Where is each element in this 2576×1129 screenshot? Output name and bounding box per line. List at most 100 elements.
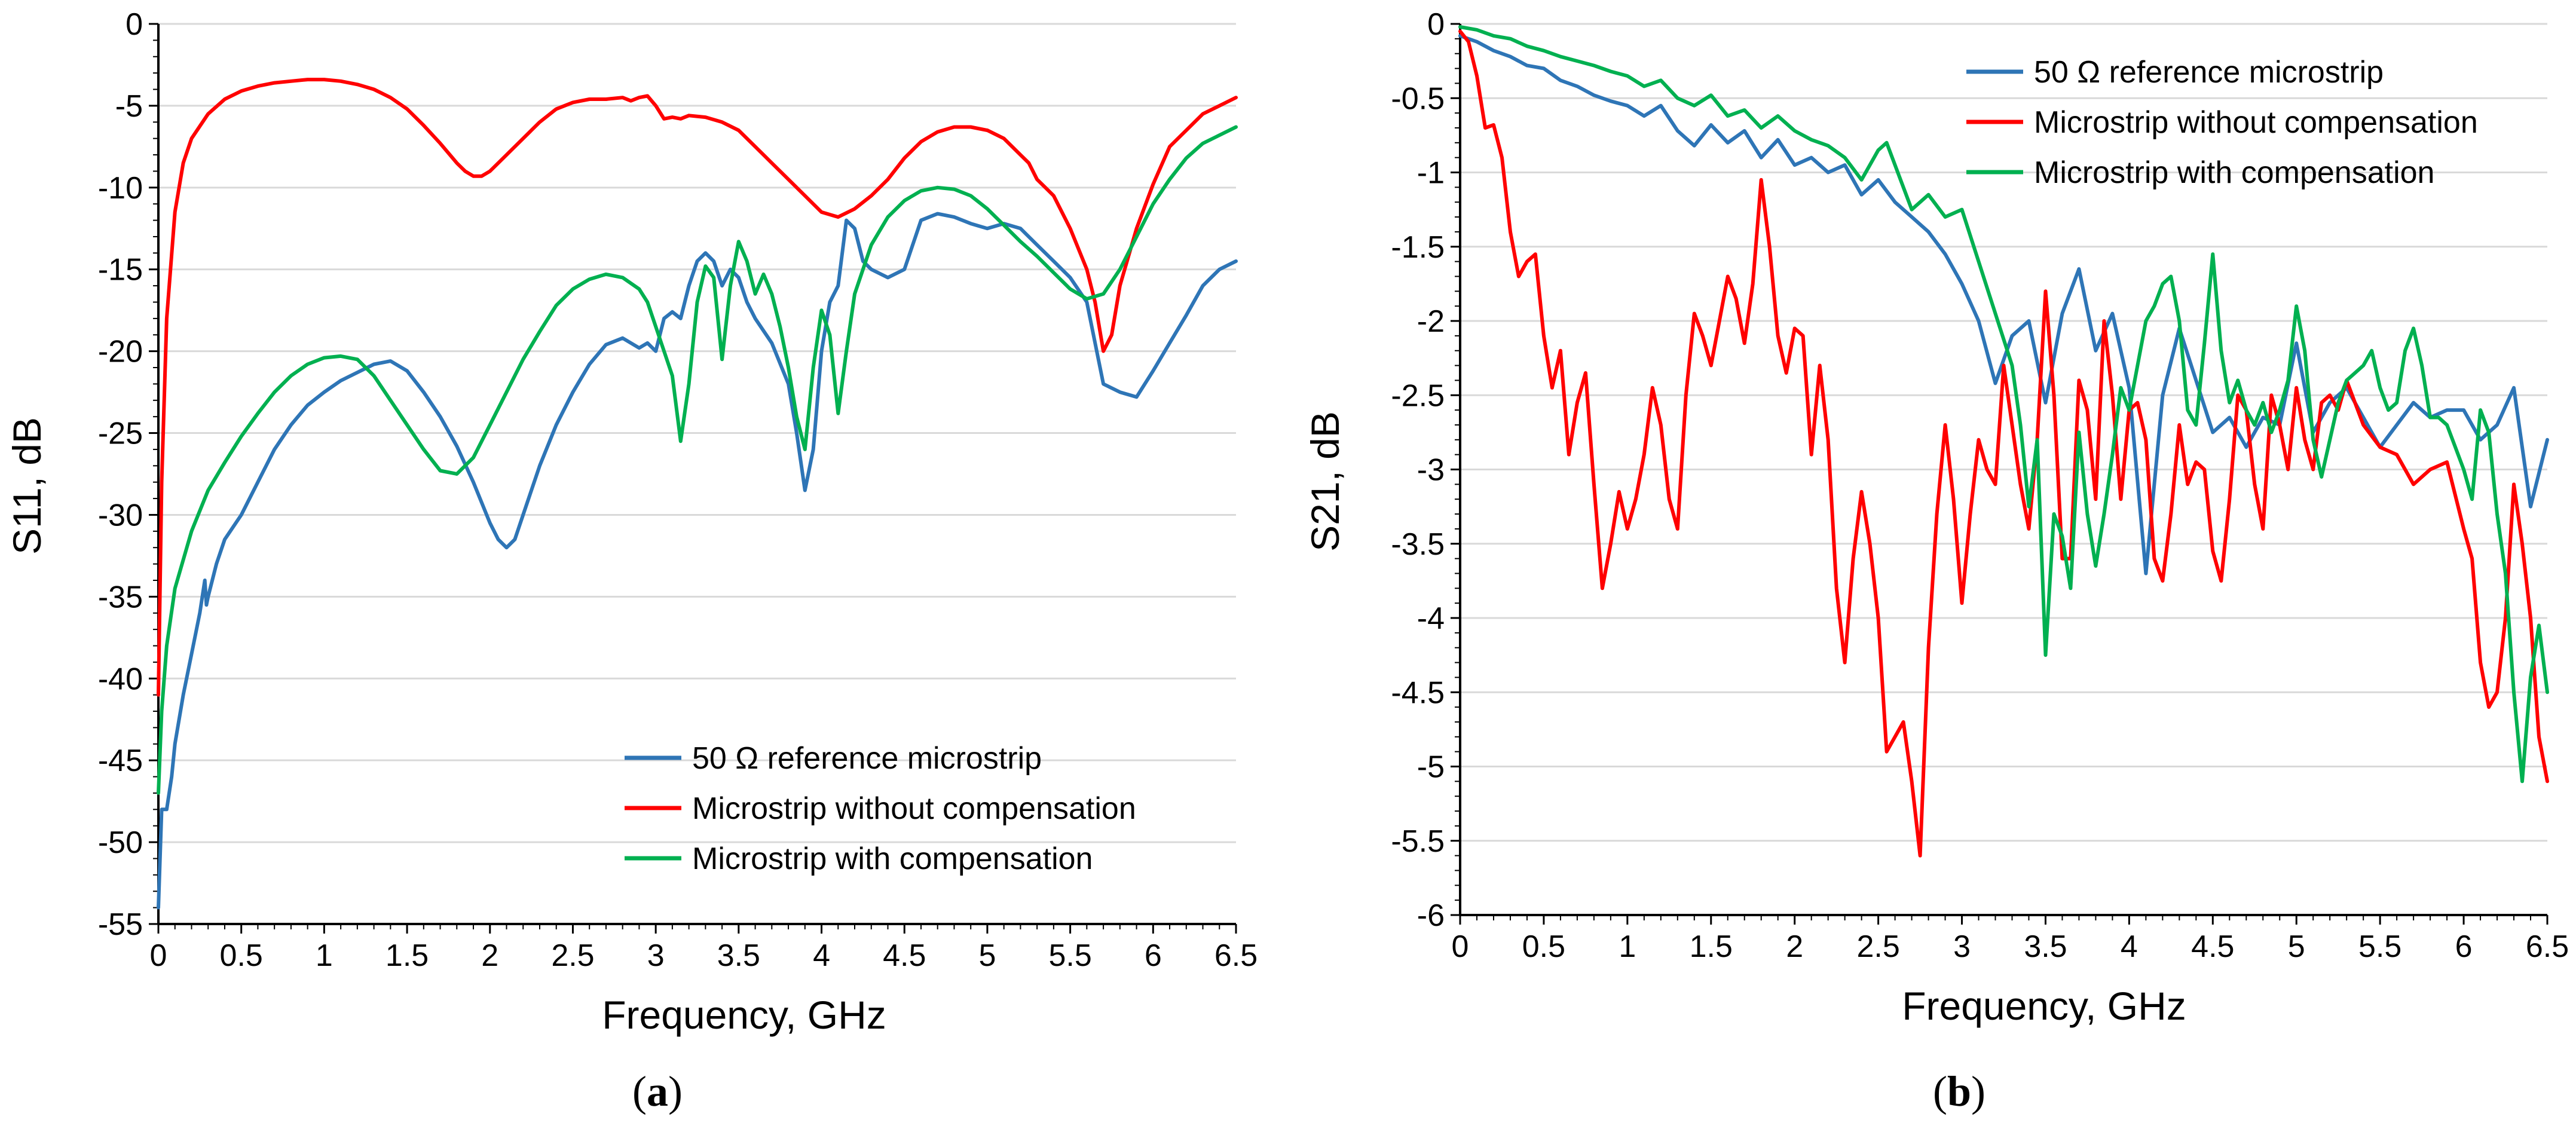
data-point	[2480, 410, 2481, 411]
data-point	[2112, 454, 2113, 455]
data-point	[1911, 781, 1912, 782]
panel-label-open-paren: (	[632, 1067, 647, 1115]
chart-panel-b: 0-0.5-1-1.5-2-2.5-3-3.5-4-4.5-5-5.5-60 0.…	[1303, 7, 2569, 1115]
data-point	[1811, 157, 1812, 158]
y-tick-label: -5.5	[1391, 824, 1445, 859]
data-point	[166, 318, 167, 319]
data-point	[1585, 373, 1586, 374]
data-point	[2045, 291, 2046, 292]
data-point	[1560, 80, 1561, 81]
data-point	[2413, 484, 2414, 485]
data-point	[191, 138, 192, 139]
data-point	[605, 344, 606, 345]
series-line-3	[157, 125, 1238, 795]
y-tick-label: -5	[1417, 750, 1445, 785]
data-point	[1878, 179, 1879, 180]
data-point	[705, 266, 706, 267]
data-point	[1660, 105, 1661, 106]
data-point	[1518, 276, 1519, 277]
data-point	[821, 310, 822, 311]
data-point	[1794, 130, 1795, 131]
y-axis-title: S21, dB	[1303, 411, 1347, 552]
data-point	[324, 357, 325, 358]
data-point	[2154, 306, 2155, 307]
data-point	[1719, 321, 1720, 322]
data-point	[324, 392, 325, 393]
data-point	[2539, 625, 2540, 626]
x-tick-label: 4.5	[883, 938, 926, 973]
data-point	[2020, 425, 2021, 426]
data-point	[2204, 469, 2205, 470]
x-tick-label: 4	[813, 938, 830, 973]
data-point	[1727, 142, 1728, 143]
data-point	[722, 359, 723, 360]
data-point	[2045, 402, 2046, 403]
data-point	[738, 130, 739, 131]
data-point	[2480, 439, 2481, 440]
x-tick-label: 5	[978, 938, 996, 973]
data-point	[605, 99, 606, 100]
data-point	[473, 457, 474, 458]
legend-label-3: Microstrip with compensation	[2034, 155, 2434, 190]
data-point	[2405, 350, 2406, 351]
data-point	[1769, 246, 1770, 247]
data-point	[838, 217, 839, 218]
y-tick-label: -4.5	[1391, 675, 1445, 710]
y-tick-label: -0.5	[1391, 81, 1445, 116]
data-point	[390, 361, 391, 362]
panel-label: (b)	[1933, 1067, 1985, 1115]
data-point	[523, 359, 524, 360]
legend: 50 Ω reference microstrip Microstrip with…	[1966, 55, 2478, 190]
data-point	[1844, 165, 1845, 166]
data-point	[1053, 261, 1054, 262]
data-point	[1053, 195, 1054, 196]
x-tick-label: 5	[2288, 929, 2305, 964]
data-point	[2221, 580, 2222, 581]
data-point	[1861, 491, 1862, 492]
data-point	[2095, 499, 2096, 500]
data-point	[2455, 447, 2456, 448]
data-point	[1878, 618, 1879, 619]
legend: 50 Ω reference microstrip Microstrip with…	[625, 741, 1136, 876]
data-point	[1677, 130, 1678, 131]
data-point	[2162, 283, 2163, 284]
data-point	[1510, 56, 1511, 57]
data-point	[2087, 410, 2088, 411]
x-tick-label: 0.5	[220, 938, 263, 973]
data-point	[2288, 469, 2289, 470]
x-tick-label: 4	[2121, 929, 2138, 964]
data-point	[1543, 335, 1544, 336]
data-point	[1660, 80, 1661, 81]
series-line-2	[157, 78, 1238, 697]
data-point	[1844, 157, 1845, 158]
data-point	[1593, 484, 1594, 485]
data-point	[862, 261, 863, 262]
data-point	[158, 694, 159, 695]
data-point	[2271, 395, 2272, 396]
data-point	[2522, 543, 2523, 544]
data-point	[1045, 187, 1046, 188]
data-point	[1037, 244, 1038, 245]
data-point	[1560, 350, 1561, 351]
x-axis-title: Frequency, GHz	[602, 993, 886, 1037]
data-point	[2045, 655, 2046, 656]
data-point	[161, 809, 162, 810]
data-point	[307, 405, 308, 406]
data-point	[204, 580, 205, 581]
data-point	[506, 547, 507, 548]
data-point	[622, 277, 623, 278]
data-point	[1936, 514, 1937, 515]
data-point	[937, 213, 938, 214]
legend-label-1: 50 Ω reference microstrip	[2034, 55, 2384, 90]
data-point	[1526, 261, 1527, 262]
data-point	[307, 364, 308, 365]
y-tick-label: -3	[1417, 453, 1445, 488]
data-point	[1460, 31, 1461, 32]
data-point	[2413, 402, 2414, 403]
data-point	[1610, 101, 1611, 102]
data-point	[1037, 179, 1038, 180]
data-point	[1685, 395, 1686, 396]
x-tick-label: 3.5	[2024, 929, 2067, 964]
data-point	[2271, 432, 2272, 433]
